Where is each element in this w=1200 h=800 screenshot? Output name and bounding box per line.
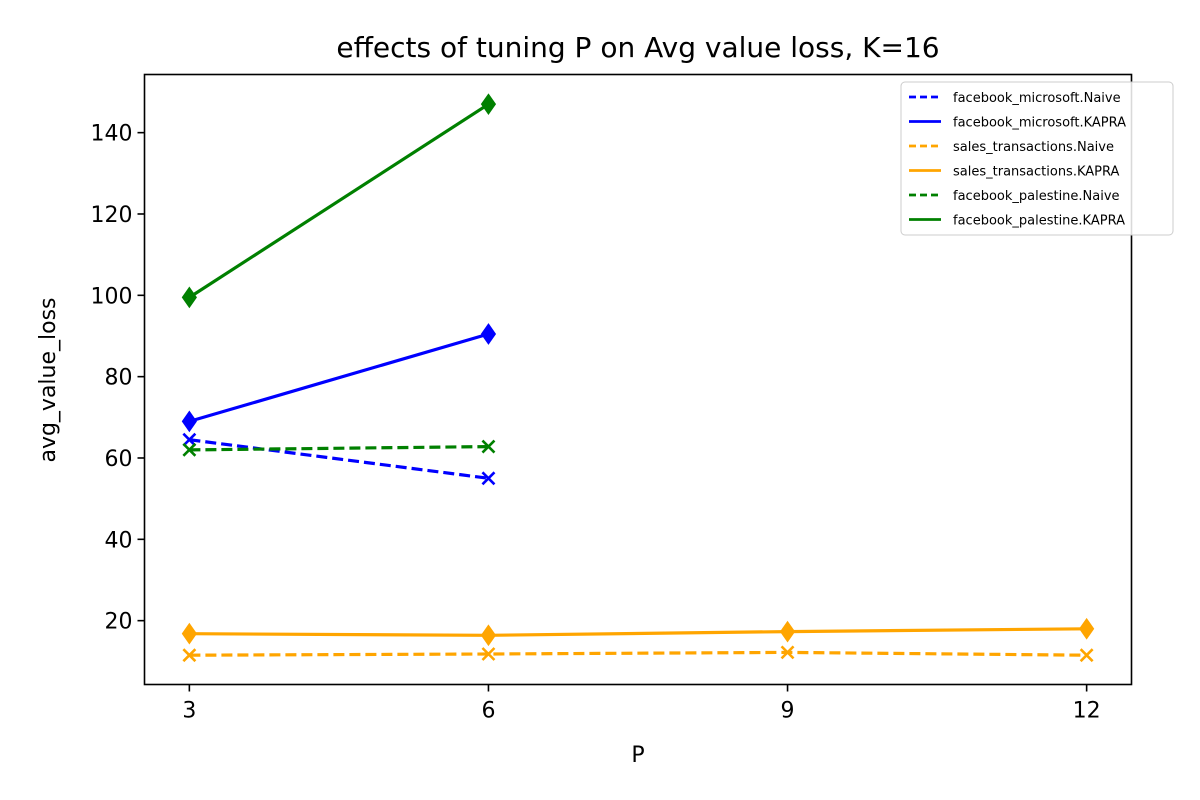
data-point-x-marker <box>481 439 496 454</box>
legend-entry-label: facebook_microsoft.KAPRA <box>953 116 1126 131</box>
data-point-x-marker <box>182 442 197 457</box>
data-point-diamond-marker <box>181 622 197 645</box>
data-point-diamond-marker <box>1079 617 1095 640</box>
data-point-diamond-marker <box>480 624 497 647</box>
data-point-diamond-marker <box>779 620 796 643</box>
series-line <box>189 627 1087 637</box>
series-line <box>189 438 489 480</box>
data-point-diamond-marker <box>181 286 197 309</box>
plot-frame <box>143 73 1133 686</box>
legend-entry-label: sales_transactions.Naive <box>953 140 1114 155</box>
data-point-diamond-marker <box>181 410 197 433</box>
data-point-x-marker <box>780 645 795 660</box>
data-point-x-marker <box>182 432 197 447</box>
data-point-diamond-marker <box>480 93 497 116</box>
data-point-diamond-marker <box>480 323 497 345</box>
legend: facebook_microsoft.Naive facebook_microso… <box>900 81 1174 236</box>
data-point-x-marker <box>481 471 496 486</box>
series-line <box>189 650 1087 657</box>
data-point-x-marker <box>182 648 197 663</box>
legend-entry-label: facebook_palestine.KAPRA <box>953 214 1125 229</box>
y-tick-label: 140 <box>91 122 133 147</box>
series-line <box>189 445 489 452</box>
y-tick-label: 120 <box>91 203 133 228</box>
legend-entry-label: facebook_palestine.Naive <box>953 189 1120 204</box>
series-line <box>188 102 490 299</box>
legend-box <box>900 81 1174 236</box>
data-point-x-marker <box>481 647 496 661</box>
x-axis-title: P <box>631 743 644 768</box>
y-axis-title: avg_value_loss <box>36 297 61 462</box>
x-tick-label: 12 <box>1073 699 1101 724</box>
y-tick-label: 40 <box>105 528 133 553</box>
y-tick-label: 100 <box>91 284 133 309</box>
x-tick-label: 3 <box>182 699 196 724</box>
legend-entry-label: facebook_microsoft.Naive <box>953 91 1121 106</box>
legend-entry-label: sales_transactions.KAPRA <box>953 165 1119 180</box>
y-tick-label: 80 <box>105 366 133 391</box>
plot-area <box>181 93 1095 663</box>
x-tick-label: 9 <box>781 699 795 724</box>
series-line <box>188 332 489 423</box>
x-tick-label: 6 <box>481 699 495 724</box>
chart-title: effects of tuning P on Avg value loss, K… <box>336 31 939 64</box>
y-tick-label: 20 <box>105 610 133 635</box>
y-tick-label: 60 <box>105 447 133 472</box>
axes: 3 6 9 12 20 40 60 80 100 120 140 <box>91 122 1101 724</box>
data-point-x-marker <box>1079 648 1094 663</box>
